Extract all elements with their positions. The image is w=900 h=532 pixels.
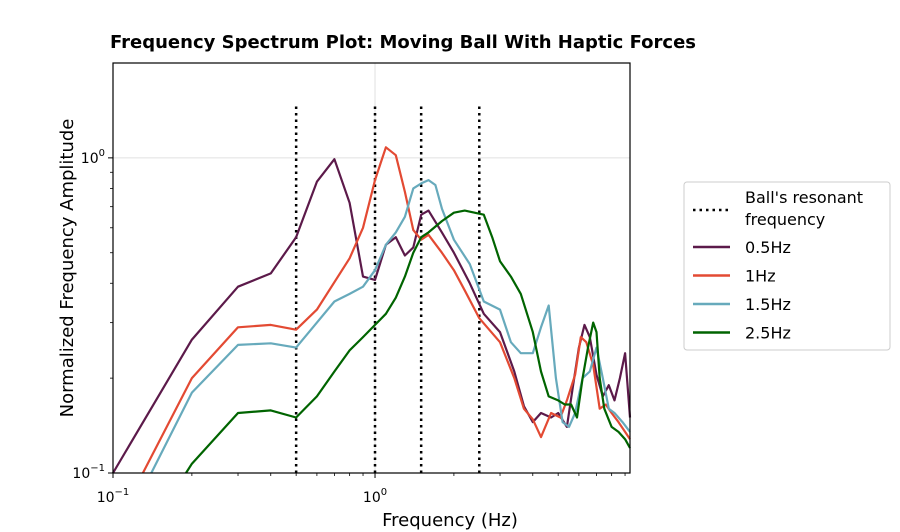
- x-tick-label-1: 100: [363, 487, 387, 506]
- plot-frame: [112, 62, 631, 474]
- legend-label-resonance-0: Ball's resonant: [745, 188, 863, 207]
- legend-box: [683, 181, 891, 351]
- series-line-1.5Hz: [150, 179, 631, 474]
- legend-label-0.5Hz: 0.5Hz: [745, 238, 791, 257]
- grid: [112, 63, 630, 474]
- y-tick-label-1: 100: [81, 148, 105, 167]
- legend-label-2.5Hz: 2.5Hz: [745, 324, 791, 343]
- series-line-1Hz: [141, 146, 631, 474]
- legend-label-1.5Hz: 1.5Hz: [745, 295, 791, 314]
- y-tick-label-0: 10−1: [72, 463, 105, 482]
- legend-label-resonance-1: frequency: [745, 210, 825, 229]
- axis-ticks: 10−1 100 10−1 100: [72, 148, 626, 506]
- chart-title: Frequency Spectrum Plot: Moving Ball Wit…: [110, 32, 696, 53]
- legend: Ball's resonant frequency 0.5Hz 1Hz 1.5Hz 2.5…: [683, 181, 891, 351]
- series-line-0.5Hz: [112, 158, 632, 474]
- x-tick-label-0: 10−1: [97, 487, 130, 506]
- resonance-lines: [294, 104, 481, 473]
- x-axis-label: Frequency (Hz): [382, 510, 518, 531]
- series-lines: [112, 146, 632, 474]
- y-axis-label: Normalized Frequency Amplitude: [57, 119, 78, 418]
- series-line-2.5Hz: [185, 209, 631, 474]
- legend-label-1Hz: 1Hz: [745, 267, 776, 286]
